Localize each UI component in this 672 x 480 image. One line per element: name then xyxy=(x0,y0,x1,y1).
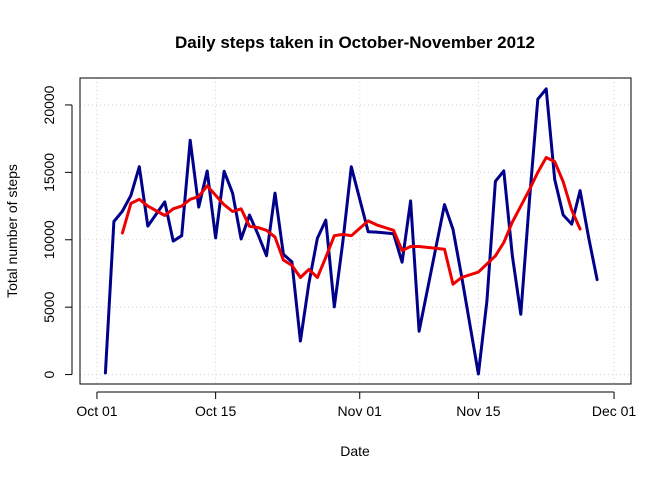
plot-frame xyxy=(79,77,632,385)
y-tick-label: 20000 xyxy=(41,85,57,124)
y-tick-label: 5000 xyxy=(41,291,57,322)
y-tick-label: 10000 xyxy=(41,220,57,259)
series-lines xyxy=(103,87,599,376)
x-tick-label: Nov 15 xyxy=(456,403,501,419)
daily-steps-line xyxy=(103,87,599,376)
x-tick-label: Oct 01 xyxy=(76,403,117,419)
y-tick-label: 15000 xyxy=(41,153,57,192)
moving-average-line xyxy=(120,156,582,286)
axes: Oct 01 Oct 15 Nov 01 Nov 15 Dec 01 0 5000 10000… xyxy=(41,85,636,419)
y-tick-label: 0 xyxy=(41,370,57,378)
x-tick-label: Nov 01 xyxy=(338,403,383,419)
chart-title: Daily steps taken in October-November 20… xyxy=(175,33,535,52)
x-tick-label: Dec 01 xyxy=(592,403,637,419)
x-axis-label: Date xyxy=(340,443,370,459)
y-axis-label: Total number of steps xyxy=(4,164,20,298)
x-tick-label: Oct 15 xyxy=(195,403,236,419)
